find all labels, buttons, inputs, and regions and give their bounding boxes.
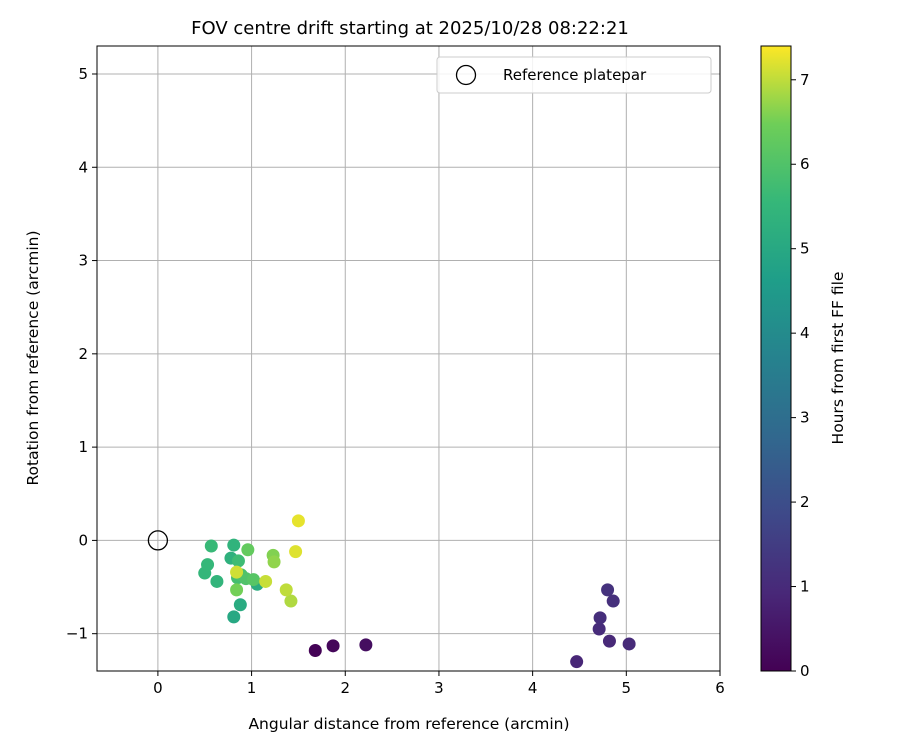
y-tick-label: −1 [66,625,88,643]
data-point [246,573,260,587]
colorbar-tick-label: 7 [800,71,810,89]
data-point [279,583,293,597]
data-point [359,638,373,652]
data-point [201,558,215,572]
data-point [230,583,244,597]
data-point [593,611,607,625]
y-tick-label: 1 [78,438,88,456]
chart-title: FOV centre drift starting at 2025/10/28 … [191,18,629,39]
colorbar-tick-label: 0 [800,662,810,680]
data-point [284,594,298,608]
grid [97,46,721,671]
x-tick-label: 6 [715,679,725,697]
colorbar-tick-label: 6 [800,155,810,173]
legend-reference-marker [455,64,477,86]
plot-frame [96,45,721,672]
legend-label: Reference platepar [503,66,647,84]
data-point [602,634,616,648]
x-tick-label: 3 [434,679,444,697]
data-point [308,643,322,657]
data-point [259,574,273,588]
data-point [622,637,636,651]
data-point [570,655,584,669]
colorbar-ticks: 0 1 2 3 4 5 6 7 [791,71,810,680]
colorbar-gradient [760,45,792,672]
y-axis-ticks: −1 0 1 2 3 4 5 [66,65,97,643]
data-point [291,514,305,528]
x-tick-label: 5 [622,679,632,697]
data-point [267,555,281,569]
x-tick-label: 1 [247,679,257,697]
data-points [147,514,636,669]
data-point [606,594,620,608]
x-tick-label: 2 [340,679,350,697]
y-tick-label: 3 [78,252,88,270]
colorbar-tick-label: 3 [800,409,810,427]
data-point [601,583,615,597]
colorbar-label: Hours from first FF file [829,272,847,445]
legend-box [436,56,712,94]
y-tick-label: 2 [78,345,88,363]
x-axis-ticks: 0 1 2 3 4 5 6 [153,671,725,697]
colorbar-tick-label: 2 [800,493,810,511]
data-point [227,610,241,624]
x-axis-label: Angular distance from reference (arcmin) [248,715,569,733]
data-point [289,545,303,559]
data-point [230,565,244,579]
x-tick-label: 4 [528,679,538,697]
data-point [210,574,224,588]
colorbar-tick-label: 1 [800,578,810,596]
data-point [231,554,245,568]
y-axis-label: Rotation from reference (arcmin) [24,230,42,485]
y-tick-label: 4 [78,158,88,176]
x-tick-label: 0 [153,679,163,697]
y-tick-label: 0 [78,531,88,549]
data-point [204,539,218,553]
colorbar-tick-label: 5 [800,240,810,258]
y-tick-label: 5 [78,65,88,83]
data-point [241,543,255,557]
data-point [592,622,606,636]
data-point [227,538,241,552]
legend: Reference platepar [436,56,712,94]
data-point [233,598,247,612]
colorbar: 0 1 2 3 4 5 6 7 Hours from first FF file [760,45,847,680]
data-point [326,639,340,653]
colorbar-tick-label: 4 [800,324,810,342]
reference-platepar-marker [147,530,169,551]
